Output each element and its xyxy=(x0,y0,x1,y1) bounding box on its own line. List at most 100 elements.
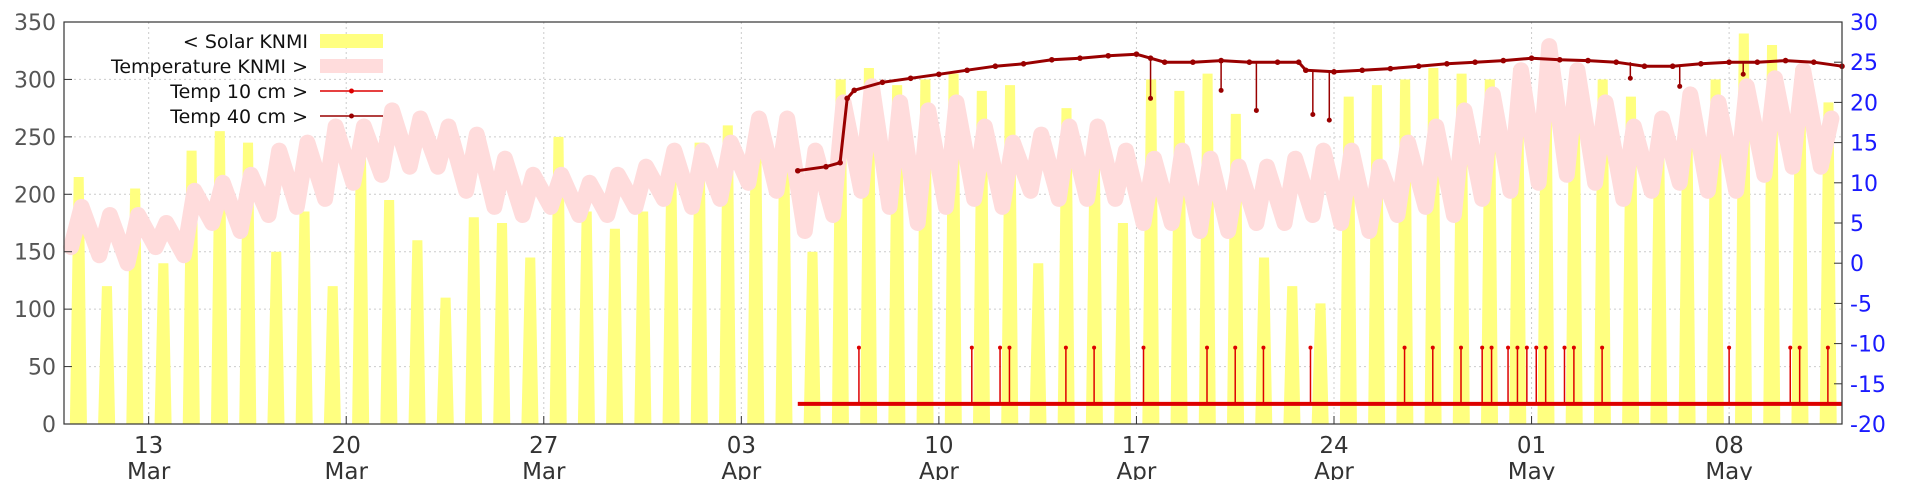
temp-40cm-marker xyxy=(844,95,850,102)
temp-40cm-marker xyxy=(1295,59,1302,65)
solar-day-hump xyxy=(267,251,285,424)
temp-40cm-marker xyxy=(1302,67,1309,74)
temp-40cm-dip-marker xyxy=(1326,117,1332,123)
temp-40cm-marker xyxy=(964,67,970,74)
y-right-tick-label: -5 xyxy=(1850,292,1872,317)
solar-day-hump xyxy=(747,119,765,424)
temp-40cm-marker xyxy=(1387,65,1394,72)
temp-40cm-marker xyxy=(1105,52,1112,59)
temp-40cm-marker xyxy=(1669,63,1676,70)
legend-label: Temperature KNMI > xyxy=(110,56,308,78)
y-right-tick-label: 25 xyxy=(1850,51,1878,76)
temp-10cm-spike-marker xyxy=(1489,345,1494,350)
y-left-tick-label: 100 xyxy=(14,298,56,323)
temp-10cm-spike-marker xyxy=(1562,345,1567,350)
solar-day-hump xyxy=(662,171,680,424)
temp-10cm-spike-marker xyxy=(1261,345,1266,350)
x-tick-day-label: 10 xyxy=(924,433,953,459)
temp-10cm-spike-marker xyxy=(1063,345,1068,350)
temp-40cm-dip-marker xyxy=(1740,71,1746,77)
temp-10cm-spike-marker xyxy=(1534,345,1539,350)
temp-40cm-marker xyxy=(1472,59,1478,65)
y-right-tick-label: -15 xyxy=(1850,373,1886,398)
axes-layer: 0 50 100 150 200 250 300 350 -20 -15 -10 -5 0 5 10 15 20… xyxy=(14,11,1886,480)
temp-40cm-marker xyxy=(1331,69,1337,75)
temp-10cm-spike-marker xyxy=(1308,345,1313,350)
y-right-tick-label: 20 xyxy=(1850,91,1878,116)
solar-day-hump xyxy=(1170,90,1188,425)
temp-40cm-dip-marker xyxy=(1218,87,1224,93)
temp-10cm-spike-marker xyxy=(1600,345,1605,350)
temp-40cm-marker xyxy=(1133,51,1140,57)
solar-day-hump xyxy=(1085,148,1103,425)
temp-40cm-dip-marker xyxy=(1627,75,1633,81)
temp-10cm-spike-marker xyxy=(856,345,861,350)
temp-40cm-marker xyxy=(851,87,858,94)
x-tick-month-label: May xyxy=(1705,459,1753,480)
temp-10cm-spike-marker xyxy=(1092,345,1097,350)
temp-40cm-marker xyxy=(837,159,843,166)
solar-day-hump xyxy=(634,211,652,424)
x-tick-month-label: Mar xyxy=(522,459,566,480)
y-left-tick-label: 300 xyxy=(14,68,56,93)
x-tick-month-label: Apr xyxy=(721,459,761,480)
temp-40cm-dip-marker xyxy=(1253,107,1259,113)
x-tick-month-label: Apr xyxy=(1117,459,1157,480)
temp-10cm-spike-marker xyxy=(969,345,974,350)
solar-day-hump xyxy=(98,286,116,424)
solar-day-hump xyxy=(295,211,313,424)
y-left-tick-label: 0 xyxy=(42,413,56,438)
legend-label: Temp 10 cm > xyxy=(169,81,308,103)
solar-day-hump xyxy=(606,228,624,424)
temp-40cm-marker xyxy=(1726,59,1732,65)
temp-40cm-series xyxy=(794,51,1845,174)
x-tick-day-label: 13 xyxy=(134,433,163,459)
solar-day-hump xyxy=(1029,263,1047,424)
y-left-tick-label: 250 xyxy=(14,126,56,151)
temp-40cm-marker xyxy=(879,79,886,86)
temp-40cm-marker xyxy=(936,71,942,78)
temp-40cm-dip-marker xyxy=(1677,83,1683,89)
temp-10cm-spike-marker xyxy=(1571,345,1576,350)
solar-day-hump xyxy=(1255,257,1273,424)
temperature-knmi-line xyxy=(63,38,1840,272)
solar-day-hump xyxy=(577,211,595,424)
temp-10cm-spike-marker xyxy=(1543,345,1548,350)
temp-40cm-marker xyxy=(1528,55,1535,61)
legend-swatch xyxy=(320,34,383,48)
legend-swatch-marker xyxy=(349,113,354,119)
x-tick-day-label: 08 xyxy=(1714,433,1743,459)
temperature-series xyxy=(63,38,1840,272)
x-tick-day-label: 24 xyxy=(1319,433,1348,459)
y-right-tick-label: 15 xyxy=(1850,132,1878,157)
y-right-tick-label: 0 xyxy=(1850,252,1864,277)
x-tick-month-label: May xyxy=(1508,459,1556,480)
temp-10cm-spike-marker xyxy=(1727,345,1732,350)
temp-40cm-marker xyxy=(1613,59,1620,65)
temp-40cm-dip-marker xyxy=(1148,95,1154,101)
temp-10cm-spike-marker xyxy=(1430,345,1435,350)
temp-40cm-marker xyxy=(1274,59,1281,65)
y-right-tick-label: 30 xyxy=(1850,11,1878,36)
temp-40cm-marker xyxy=(1246,59,1253,65)
temp-40cm-marker xyxy=(1161,59,1168,65)
temp-40cm-marker xyxy=(1077,55,1083,61)
solar-day-hump xyxy=(1142,79,1160,424)
y-right-tick-label: 5 xyxy=(1850,212,1864,237)
solar-day-hump xyxy=(521,257,539,424)
temp-40cm-marker xyxy=(1585,57,1591,64)
temp-10cm-spike-marker xyxy=(1141,345,1146,350)
temp-40cm-marker xyxy=(1698,61,1704,67)
legend-swatch xyxy=(320,59,383,73)
solar-day-hump xyxy=(1283,286,1301,424)
temp-10cm-spike-marker xyxy=(1007,345,1012,350)
temp-40cm-marker xyxy=(1500,57,1507,64)
temp-40cm-line xyxy=(797,52,1843,173)
temp-40cm-dip-marker xyxy=(1310,111,1316,117)
temp-40cm-marker xyxy=(1190,59,1196,65)
temp-40cm-marker xyxy=(1782,57,1789,64)
y-left-tick-label: 150 xyxy=(14,241,56,266)
temp-40cm-marker xyxy=(992,63,999,70)
solar-day-hump xyxy=(775,148,793,425)
